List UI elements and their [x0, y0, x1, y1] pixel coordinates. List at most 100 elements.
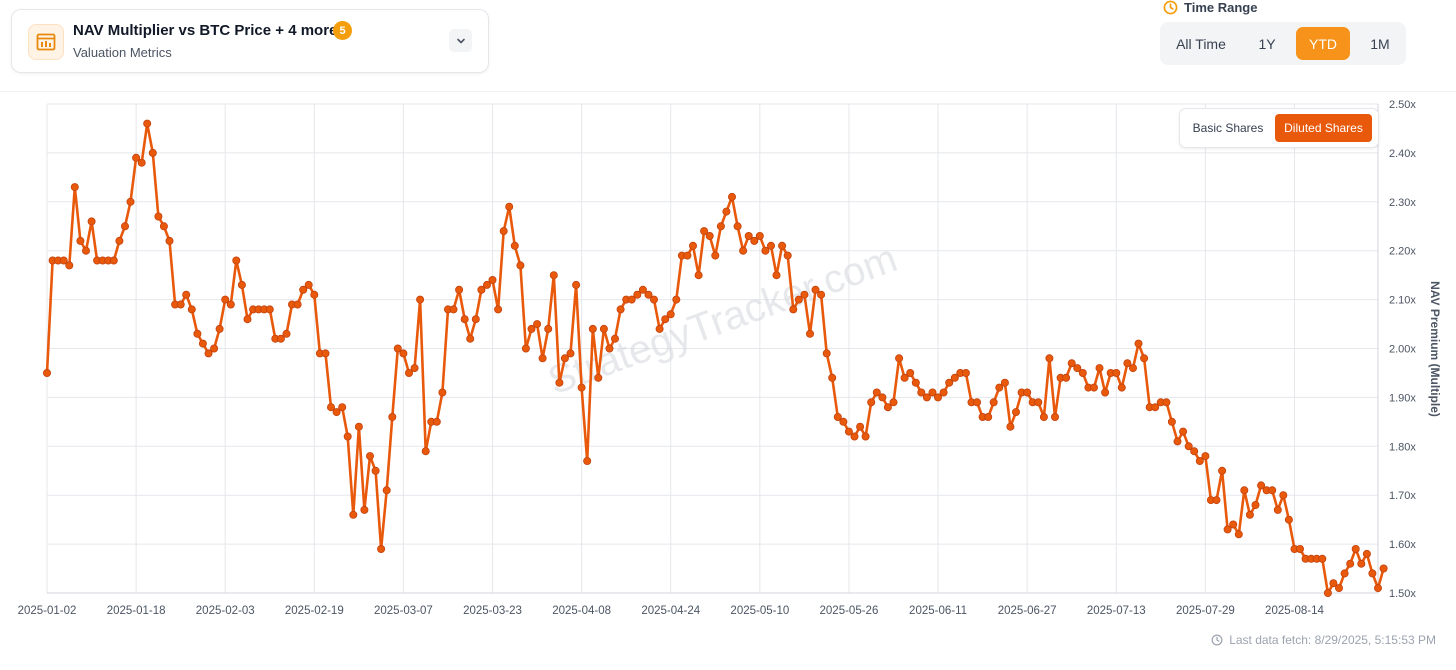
data-point[interactable]	[906, 368, 915, 377]
data-point[interactable]	[728, 192, 737, 201]
data-point[interactable]	[276, 334, 285, 343]
data-point[interactable]	[137, 158, 146, 167]
data-point[interactable]	[1257, 481, 1266, 490]
data-point[interactable]	[549, 271, 558, 280]
data-point[interactable]	[226, 300, 235, 309]
data-point[interactable]	[1101, 388, 1110, 397]
data-point[interactable]	[1223, 525, 1232, 534]
data-point[interactable]	[1218, 466, 1227, 475]
data-point[interactable]	[583, 456, 592, 465]
data-point[interactable]	[778, 241, 787, 250]
data-point[interactable]	[109, 256, 118, 265]
data-point[interactable]	[143, 119, 152, 128]
data-point[interactable]	[43, 368, 52, 377]
data-point[interactable]	[1140, 354, 1149, 363]
data-point[interactable]	[1212, 496, 1221, 505]
data-point[interactable]	[321, 349, 330, 358]
data-point[interactable]	[187, 305, 196, 314]
data-point[interactable]	[282, 329, 291, 338]
data-point[interactable]	[750, 236, 759, 245]
data-point[interactable]	[1151, 403, 1160, 412]
data-point[interactable]	[1268, 486, 1277, 495]
data-point[interactable]	[733, 222, 742, 231]
data-point[interactable]	[844, 427, 853, 436]
data-point[interactable]	[132, 153, 141, 162]
data-point[interactable]	[1129, 364, 1138, 373]
data-point[interactable]	[817, 290, 826, 299]
data-point[interactable]	[159, 222, 168, 231]
data-point[interactable]	[1045, 354, 1054, 363]
data-point[interactable]	[666, 310, 675, 319]
data-point[interactable]	[70, 183, 79, 192]
data-point[interactable]	[1374, 584, 1383, 593]
data-point[interactable]	[1167, 417, 1176, 426]
data-point[interactable]	[449, 305, 458, 314]
data-point[interactable]	[126, 197, 135, 206]
data-point[interactable]	[115, 236, 124, 245]
data-point[interactable]	[1190, 447, 1199, 456]
metric-dropdown-button[interactable]	[449, 29, 472, 52]
data-point[interactable]	[594, 373, 603, 382]
data-point[interactable]	[371, 466, 380, 475]
data-point[interactable]	[850, 432, 859, 441]
data-point[interactable]	[310, 290, 319, 299]
data-point[interactable]	[293, 300, 302, 309]
data-point[interactable]	[1000, 378, 1009, 387]
data-point[interactable]	[811, 285, 820, 294]
data-point[interactable]	[365, 452, 374, 461]
data-point[interactable]	[299, 285, 308, 294]
data-point[interactable]	[789, 305, 798, 314]
data-point[interactable]	[861, 432, 870, 441]
data-point[interactable]	[1273, 505, 1282, 514]
data-point[interactable]	[878, 393, 887, 402]
data-point[interactable]	[611, 334, 620, 343]
data-point[interactable]	[1340, 569, 1349, 578]
data-point[interactable]	[76, 236, 85, 245]
data-point[interactable]	[215, 324, 224, 333]
data-point[interactable]	[934, 393, 943, 402]
data-point[interactable]	[210, 344, 219, 353]
data-point[interactable]	[650, 295, 659, 304]
data-point[interactable]	[1234, 530, 1243, 539]
data-point[interactable]	[655, 324, 664, 333]
data-point[interactable]	[1179, 427, 1188, 436]
data-point[interactable]	[354, 422, 363, 431]
data-point[interactable]	[377, 545, 386, 554]
data-point[interactable]	[922, 393, 931, 402]
data-point[interactable]	[1112, 368, 1121, 377]
data-point[interactable]	[627, 295, 636, 304]
data-point[interactable]	[1023, 388, 1032, 397]
data-point[interactable]	[1379, 564, 1388, 573]
data-point[interactable]	[700, 227, 709, 236]
data-point[interactable]	[182, 290, 191, 299]
data-point[interactable]	[516, 261, 525, 270]
data-point[interactable]	[471, 315, 480, 324]
data-point[interactable]	[560, 354, 569, 363]
data-point[interactable]	[533, 320, 542, 329]
data-point[interactable]	[1335, 584, 1344, 593]
data-point[interactable]	[661, 315, 670, 324]
basic-shares-button[interactable]: Basic Shares	[1192, 121, 1264, 135]
data-point[interactable]	[1090, 383, 1099, 392]
data-point[interactable]	[455, 285, 464, 294]
data-point[interactable]	[644, 290, 653, 299]
data-point[interactable]	[683, 251, 692, 260]
data-point[interactable]	[633, 290, 642, 299]
data-point[interactable]	[1173, 437, 1182, 446]
data-point[interactable]	[432, 417, 441, 426]
data-point[interactable]	[482, 280, 491, 289]
data-point[interactable]	[477, 285, 486, 294]
data-point[interactable]	[388, 412, 397, 421]
data-point[interactable]	[460, 315, 469, 324]
metric-selector-card[interactable]: NAV Multiplier vs BTC Price + 4 more 5 V…	[11, 9, 489, 73]
data-point[interactable]	[1134, 339, 1143, 348]
data-point[interactable]	[1006, 422, 1015, 431]
data-point[interactable]	[176, 300, 185, 309]
data-point[interactable]	[393, 344, 402, 353]
data-point[interactable]	[494, 305, 503, 314]
data-point[interactable]	[221, 295, 230, 304]
data-point[interactable]	[833, 412, 842, 421]
data-point[interactable]	[154, 212, 163, 221]
data-point[interactable]	[839, 417, 848, 426]
data-point[interactable]	[1095, 364, 1104, 373]
